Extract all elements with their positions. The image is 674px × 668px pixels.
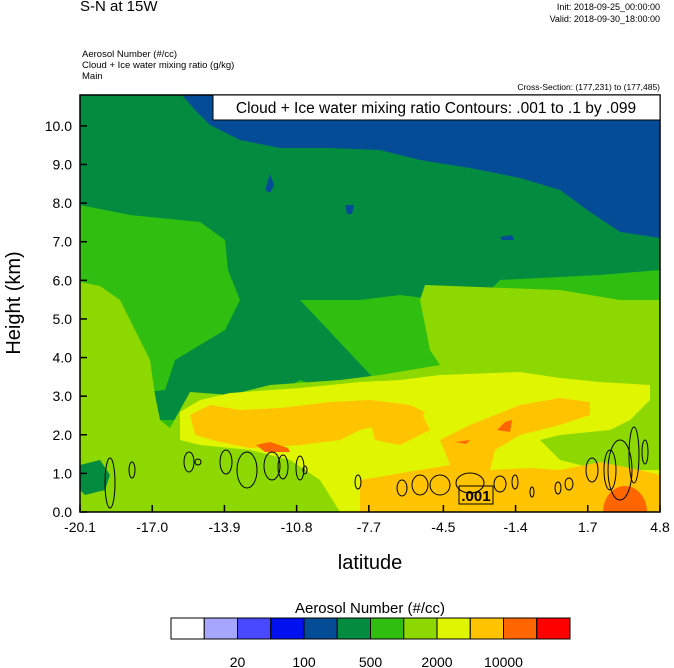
x-tick-label: -20.1 xyxy=(64,519,96,535)
x-tick-label: -17.0 xyxy=(136,519,168,535)
colorbar-swatch xyxy=(536,617,571,640)
subtitle-cloud: Cloud + Ice water mixing ratio (g/kg) xyxy=(82,60,235,71)
colorbar-label: 100 xyxy=(292,654,316,668)
colorbar-swatch xyxy=(469,617,504,640)
cloud-contour xyxy=(455,472,485,494)
aerosol-region xyxy=(455,440,470,444)
colorbar-label: 500 xyxy=(359,654,383,668)
y-tick-label: 4.0 xyxy=(53,350,73,366)
colorbar-label: 20 xyxy=(230,654,246,668)
colorbar-swatch xyxy=(403,617,438,640)
init-time: Init: 2018-09-25_00:00:00 xyxy=(556,2,660,12)
x-tick-label: -7.7 xyxy=(357,519,381,535)
x-axis: -20.1 -17.0 -13.9 -10.8 -7.7 -4.5 -1.4 1.7 4.8 xyxy=(64,505,670,535)
colorbar-swatch xyxy=(270,617,305,640)
cloud-contour xyxy=(354,474,362,490)
cloud-contour xyxy=(302,465,308,475)
aerosol-region xyxy=(265,174,274,193)
aerosol-region xyxy=(182,95,660,238)
cloud-contour xyxy=(194,458,202,466)
x-tick-label: -4.5 xyxy=(431,519,455,535)
x-tick-label: -10.8 xyxy=(281,519,313,535)
title-box: Cloud + Ice water mixing ratio Contours:… xyxy=(212,94,661,121)
x-tick-label: 4.8 xyxy=(650,519,670,535)
x-tick-label: -1.4 xyxy=(504,519,528,535)
cloud-contour xyxy=(554,481,562,495)
colorbar-swatch xyxy=(436,617,471,640)
aerosol-region xyxy=(360,398,660,512)
cloud-contour xyxy=(585,457,599,483)
cloud-contour xyxy=(603,449,617,491)
colorbar-title: Aerosol Number (#/cc) xyxy=(295,600,445,617)
cloud-contour xyxy=(277,454,289,480)
aerosol-region xyxy=(190,400,425,448)
cloud-contour xyxy=(511,474,519,490)
colorbar-swatch xyxy=(170,617,205,640)
cloud-contour xyxy=(411,474,429,496)
contour-label: .001 xyxy=(461,488,490,505)
cloud-contour xyxy=(641,439,649,465)
cross-section-label: Cross-Section: (177,231) to (177,485) xyxy=(517,82,660,92)
subtitle-aerosol: Aerosol Number (#/cc) xyxy=(82,49,178,60)
cloud-contour xyxy=(564,477,574,491)
cloud-contour xyxy=(104,457,116,509)
colorbar-label: 2000 xyxy=(421,654,452,668)
aerosol-field xyxy=(80,95,660,512)
cloud-contour xyxy=(396,479,408,497)
aerosol-region xyxy=(370,410,430,445)
y-axis: 0.0 1.0 2.0 3.0 4.0 5.0 6.0 7.0 8.0 9.0 10.0 xyxy=(45,118,87,520)
cloud-contour xyxy=(529,486,535,498)
y-tick-label: 9.0 xyxy=(53,157,73,173)
cloud-contour xyxy=(295,455,305,481)
y-tick-label: 5.0 xyxy=(53,311,73,327)
cloud-contour xyxy=(128,461,136,479)
aerosol-region xyxy=(497,420,512,432)
y-tick-label: 2.0 xyxy=(53,427,73,443)
cloud-contour xyxy=(183,451,195,473)
time-info: Init: 2018-09-25_00:00:00 Valid: 2018-09… xyxy=(550,1,660,25)
aerosol-region xyxy=(500,235,514,240)
cloud-contour xyxy=(607,439,633,501)
contour-title: Cloud + Ice water mixing ratio Contours:… xyxy=(236,100,636,117)
subtitle-main: Main xyxy=(82,71,103,82)
colorbar: 20 100 500 2000 10000 xyxy=(170,617,571,668)
y-tick-label: 8.0 xyxy=(53,195,73,211)
cloud-contour xyxy=(219,449,233,475)
x-axis-label: latitude xyxy=(338,552,403,574)
colorbar-swatch xyxy=(336,617,371,640)
plot-title: S-N at 15W xyxy=(80,0,158,15)
y-tick-label: 7.0 xyxy=(53,234,73,250)
valid-time: Valid: 2018-09-30_18:00:00 xyxy=(549,14,660,24)
colorbar-swatch xyxy=(503,617,538,640)
y-tick-label: 0.0 xyxy=(53,504,73,520)
cloud-contour xyxy=(429,474,451,496)
x-tick-label: 1.7 xyxy=(578,519,598,535)
cloud-contour xyxy=(236,451,258,489)
cloud-contour xyxy=(493,475,507,493)
colorbar-label: 10000 xyxy=(484,654,523,668)
y-tick-label: 3.0 xyxy=(53,388,73,404)
cloud-contour xyxy=(628,426,640,484)
aerosol-region xyxy=(345,205,354,214)
x-tick-label: -13.9 xyxy=(208,519,240,535)
cloud-contours xyxy=(104,426,649,509)
aerosol-region xyxy=(80,460,110,495)
y-tick-label: 10.0 xyxy=(45,118,72,134)
y-axis-label: Height (km) xyxy=(3,251,25,354)
aerosol-region xyxy=(603,486,647,512)
colorbar-swatch xyxy=(237,617,272,640)
y-tick-label: 1.0 xyxy=(53,465,73,481)
colorbar-swatch xyxy=(203,617,238,640)
cloud-contour xyxy=(263,451,281,481)
aerosol-region xyxy=(256,442,290,452)
contour-label-box: .001 xyxy=(458,485,494,505)
colorbar-swatch xyxy=(370,617,405,640)
y-tick-label: 6.0 xyxy=(53,272,73,288)
colorbar-swatch xyxy=(303,617,338,640)
